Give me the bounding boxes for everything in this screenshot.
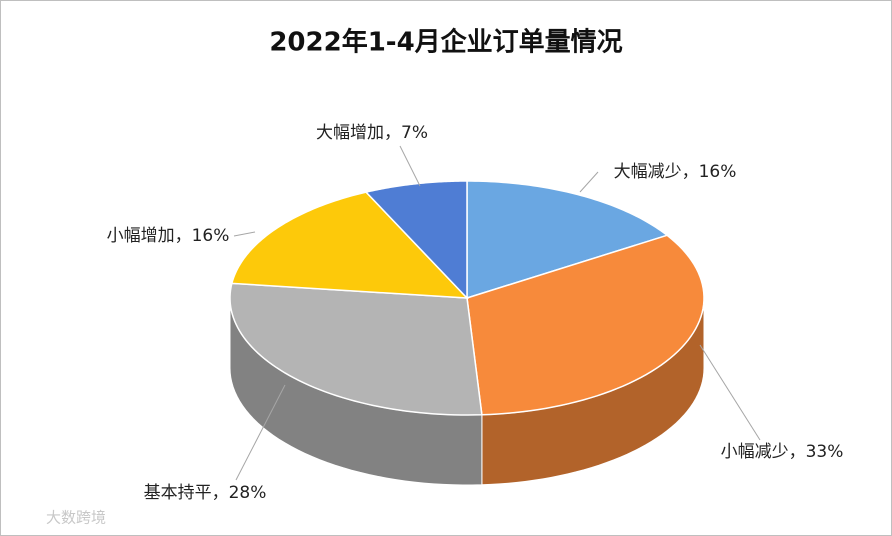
data-label: 小幅增加，16% xyxy=(107,226,230,246)
data-label: 基本持平，28% xyxy=(144,483,267,503)
watermark: 大数跨境 xyxy=(46,509,106,527)
data-label: 小幅减少，33% xyxy=(721,442,844,462)
pie-slice xyxy=(466,234,705,416)
pie-slice xyxy=(229,282,483,416)
leader-line xyxy=(399,145,421,187)
pie xyxy=(229,180,705,486)
pie-slice xyxy=(466,180,669,300)
leader-line xyxy=(233,231,256,237)
leader-line xyxy=(235,384,286,481)
pie-slice xyxy=(230,191,469,299)
pie-slice xyxy=(364,180,468,300)
leader-line xyxy=(579,171,599,193)
data-label: 大幅减少，16% xyxy=(614,162,737,182)
chart-title: 2022年1-4月企业订单量情况 xyxy=(269,27,622,58)
leader-line xyxy=(699,344,761,441)
data-label: 大幅增加，7% xyxy=(316,123,428,143)
